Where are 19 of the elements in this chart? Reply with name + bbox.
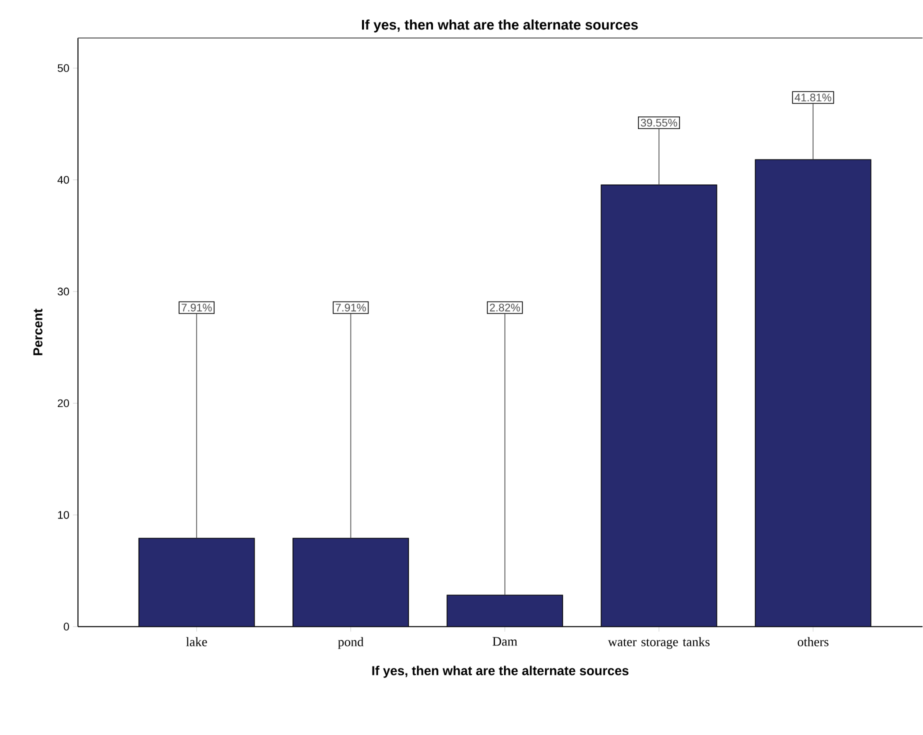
x-tick-label: pond (338, 637, 364, 650)
x-tick-label: water storage tanks (608, 637, 710, 650)
data-label: 39.55% (640, 119, 678, 127)
data-label: 7.91% (336, 304, 366, 312)
y-tick-label: 20 (58, 400, 70, 408)
x-axis-title: If yes, then what are the alternate sources (372, 666, 628, 678)
x-tick-label: others (798, 637, 828, 646)
x-tick-label: Dam (492, 637, 518, 646)
data-label: 2.82% (490, 304, 520, 312)
y-axis-title: Percent (33, 308, 42, 356)
y-tick-label: 40 (58, 176, 70, 184)
y-tick-label: 30 (58, 288, 70, 296)
y-tick-label: 50 (58, 64, 70, 72)
y-tick-label: 10 (58, 511, 70, 520)
chart-title: If yes, then what are the alternate sources (362, 20, 638, 33)
data-label: 41.81% (794, 94, 832, 102)
y-tick-label: 0 (64, 622, 70, 631)
x-tick-label: lake (186, 637, 207, 646)
data-label: 7.91% (182, 304, 212, 312)
